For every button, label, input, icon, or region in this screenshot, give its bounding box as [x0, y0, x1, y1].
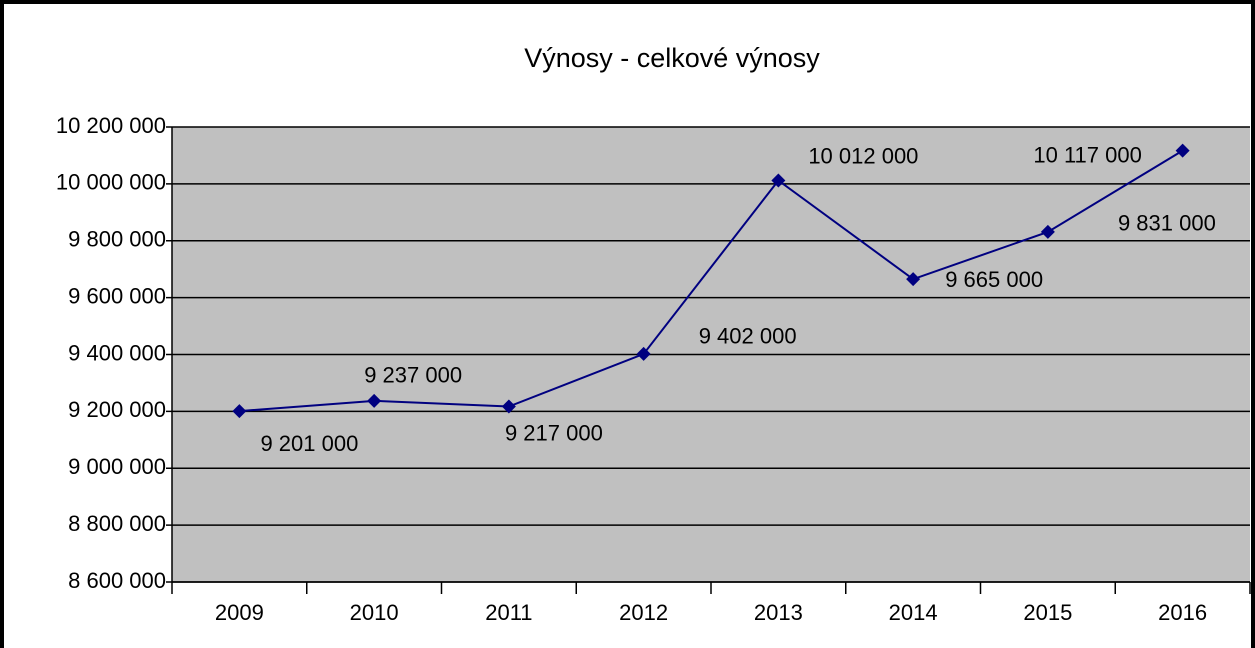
y-tick-label: 9 400 000 [68, 340, 166, 365]
marker [1040, 224, 1055, 239]
y-tick-label: 10 200 000 [56, 113, 166, 138]
marker [771, 173, 786, 188]
x-tick-label: 2015 [1023, 600, 1072, 625]
y-tick-label: 9 200 000 [68, 397, 166, 422]
data-label: 9 402 000 [699, 324, 797, 349]
data-label: 9 665 000 [945, 267, 1043, 292]
y-tick-label: 9 000 000 [68, 454, 166, 479]
marker [501, 399, 516, 414]
data-label: 9 237 000 [364, 363, 462, 388]
data-label: 9 201 000 [260, 431, 358, 456]
data-label: 9 217 000 [505, 420, 603, 445]
y-tick-label: 8 600 000 [68, 568, 166, 593]
chart-title: Výnosy - celkové výnosy [524, 43, 820, 73]
x-tick-label: 2010 [350, 600, 399, 625]
data-label: 9 831 000 [1118, 211, 1216, 236]
marker [636, 346, 651, 361]
marker [906, 272, 921, 287]
marker [232, 404, 247, 419]
y-tick-label: 9 600 000 [68, 283, 166, 308]
line [239, 149, 1184, 413]
marker [367, 393, 382, 408]
data-label: 10 012 000 [808, 143, 918, 168]
x-tick-label: 2016 [1158, 600, 1207, 625]
data-label: 10 117 000 [1033, 142, 1141, 167]
x-tick-label: 2013 [754, 600, 803, 625]
y-tick-label: 10 000 000 [56, 170, 166, 195]
y-tick-label: 9 800 000 [68, 227, 166, 252]
x-tick-label: 2011 [485, 600, 532, 625]
y-tick-label: 8 800 000 [68, 511, 166, 536]
x-tick-label: 2014 [889, 600, 938, 625]
x-tick-label: 2009 [215, 600, 264, 625]
x-tick-label: 2012 [619, 600, 668, 625]
marker [1175, 143, 1190, 158]
